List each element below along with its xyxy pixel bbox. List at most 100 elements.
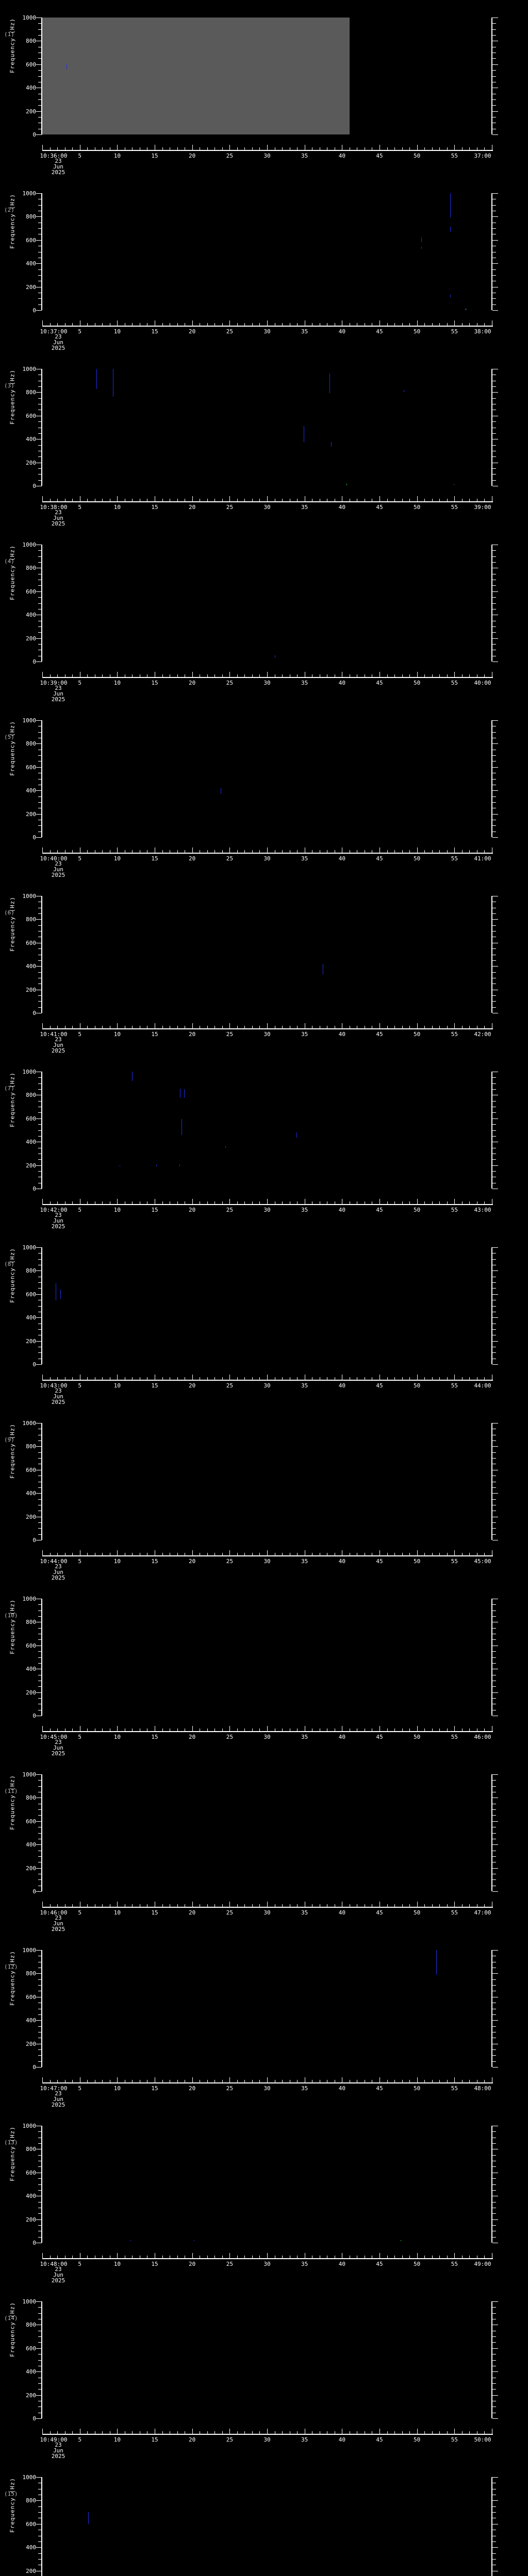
x-tick-label: 30: [263, 1909, 271, 1916]
x-tick-label: 30: [263, 2085, 271, 2092]
spectrogram-panel: (15)Frequency (Hz)0200400600800100010:50…: [0, 2465, 528, 2576]
x-axis-date-line: 2025: [51, 1223, 65, 1230]
y-tick-right: [492, 2219, 498, 2220]
y-tick-right: [492, 29, 496, 30]
detection-track: [346, 483, 348, 485]
y-tick-right: [492, 562, 496, 563]
x-tick-label: 10: [113, 328, 121, 335]
x-tick-label: 5: [78, 152, 81, 159]
x-tick: [417, 2429, 418, 2434]
x-tick-label: 5: [78, 1031, 81, 1038]
x-tick-label: 45: [376, 1558, 383, 1565]
x-minor-tick: [207, 323, 208, 326]
x-minor-tick: [394, 2431, 395, 2434]
y-tick-right: [492, 1487, 496, 1488]
y-tick-right: [492, 386, 496, 387]
x-minor-tick: [132, 499, 133, 501]
x-tick-label: 45: [376, 855, 383, 862]
y-tick: [38, 1698, 42, 1699]
spectrogram-panel: (12) Frequency (Hz) 0 200 400 600 800 1000 10:47…: [0, 1938, 528, 2113]
y-tick-right: [492, 1628, 496, 1629]
y-tick-label: 0: [32, 483, 36, 489]
y-tick-right: [492, 1522, 496, 1523]
x-minor-tick: [387, 1377, 388, 1380]
y-tick-right: [492, 1979, 496, 1980]
x-minor-tick: [87, 147, 88, 150]
x-axis-end-label: 45:00: [474, 1558, 491, 1565]
x-axis-line: [42, 2258, 493, 2259]
x-minor-tick: [72, 1377, 73, 1380]
x-minor-tick: [252, 1026, 253, 1028]
x-minor-tick: [297, 2256, 298, 2258]
x-minor-tick: [87, 2256, 88, 2258]
y-tick: [38, 468, 42, 469]
x-tick-label: 45: [376, 328, 383, 335]
x-minor-tick: [214, 674, 216, 677]
y-tick: [38, 755, 42, 756]
x-tick: [229, 672, 230, 677]
y-tick: [38, 1124, 42, 1125]
detection-track: [450, 193, 451, 217]
x-minor-tick: [282, 1377, 283, 1380]
y-tick-right: [492, 550, 496, 551]
x-minor-tick: [57, 1201, 58, 1204]
y-tick-label: 200: [26, 1337, 36, 1345]
x-tick: [454, 672, 455, 677]
y-tick: [38, 802, 42, 803]
x-minor-tick: [237, 323, 238, 326]
plot-area: [42, 193, 492, 310]
x-minor-tick: [237, 674, 238, 677]
y-tick: [36, 2477, 42, 2478]
y-tick-right: [492, 35, 496, 36]
x-minor-tick: [57, 1553, 58, 1555]
x-minor-tick: [282, 850, 283, 853]
x-tick: [117, 145, 118, 150]
y-tick-right: [492, 1317, 498, 1318]
x-tick: [454, 1199, 455, 1204]
y-tick: [38, 2061, 42, 2062]
y-tick: [38, 1522, 42, 1523]
y-tick-right: [492, 134, 498, 135]
x-tick-label: 5: [78, 1207, 81, 1213]
x-tick-label: 55: [451, 1031, 458, 1038]
y-tick-right: [492, 2477, 498, 2478]
x-tick-label: 10: [113, 2261, 121, 2267]
x-tick-label: 50: [414, 328, 421, 335]
y-tick: [38, 2313, 42, 2314]
x-tick-label: 40: [338, 1031, 345, 1038]
x-tick-label: 10: [113, 2085, 121, 2092]
y-tick-right: [492, 1294, 498, 1295]
x-minor-tick: [484, 499, 485, 501]
spectrogram-panel: (8) Frequency (Hz) 0 200 400 600 800 1000 10:43:…: [0, 1235, 528, 1411]
x-minor-tick: [469, 499, 470, 501]
x-minor-tick: [57, 2431, 58, 2434]
y-tick: [38, 1856, 42, 1857]
y-tick-label: 1000: [22, 14, 37, 21]
x-tick-label: 45: [376, 1909, 383, 1916]
y-tick-right: [492, 755, 496, 756]
y-tick-label: 800: [26, 1794, 36, 1802]
x-minor-tick: [394, 2256, 395, 2258]
x-tick-label: 25: [226, 855, 233, 862]
x-minor-tick: [50, 674, 51, 677]
x-minor-tick: [259, 1201, 260, 1204]
x-tick: [417, 1550, 418, 1555]
y-tick-right: [492, 433, 496, 434]
y-tick-right: [492, 269, 496, 270]
x-minor-tick: [102, 1728, 103, 1731]
x-minor-tick: [461, 2256, 463, 2258]
x-axis-date-line: 2025: [51, 2277, 65, 2284]
y-tick: [38, 2026, 42, 2027]
x-tick: [192, 320, 193, 326]
y-tick-label: 200: [26, 1689, 36, 1696]
x-minor-tick: [222, 1728, 223, 1731]
detection-track: [225, 1146, 226, 1148]
x-minor-tick: [162, 2080, 163, 2082]
y-tick-label: 600: [26, 1818, 36, 1825]
y-tick-label: 800: [26, 1267, 36, 1275]
y-tick-label: 800: [26, 1970, 36, 1977]
y-tick-right: [492, 1007, 496, 1008]
x-minor-tick: [252, 323, 253, 326]
y-tick-label: 0: [32, 1713, 36, 1719]
y-tick: [38, 1089, 42, 1090]
